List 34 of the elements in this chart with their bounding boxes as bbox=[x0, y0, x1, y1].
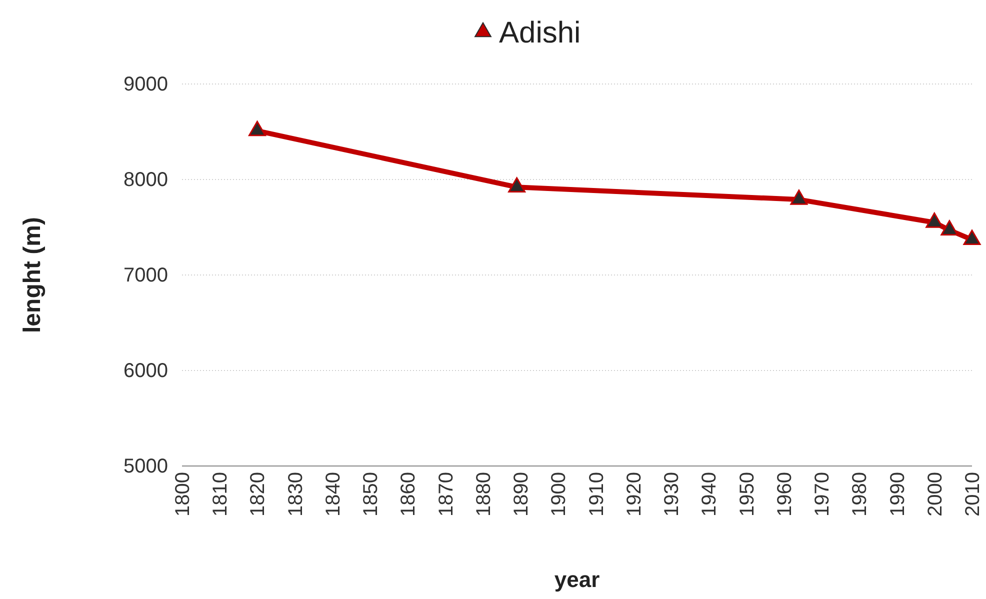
y-tick-label: 8000 bbox=[124, 168, 168, 191]
x-tick-label: 1980 bbox=[849, 472, 872, 516]
x-tick-label: 1870 bbox=[435, 472, 458, 516]
x-tick-label: 1900 bbox=[548, 472, 570, 516]
legend-label: Adishi bbox=[499, 16, 581, 50]
x-tick-label: 2010 bbox=[962, 472, 984, 516]
x-tick-label: 1990 bbox=[886, 472, 909, 516]
y-tick-label: 6000 bbox=[124, 360, 168, 382]
x-tick-label: 1880 bbox=[472, 472, 495, 516]
x-tick-label: 1820 bbox=[247, 472, 270, 516]
x-tick-label: 1860 bbox=[398, 472, 420, 516]
x-tick-label: 1850 bbox=[360, 472, 382, 516]
x-tick-label: 1950 bbox=[736, 472, 758, 516]
y-tick-label: 5000 bbox=[124, 455, 168, 478]
x-tick-label: 1830 bbox=[284, 472, 307, 516]
point bbox=[508, 177, 526, 192]
x-tick-label: 1970 bbox=[812, 472, 834, 516]
x-tick-label: 1840 bbox=[322, 472, 344, 516]
y-axis-title: lenght (m) bbox=[19, 217, 46, 333]
x-axis-title: year bbox=[554, 567, 600, 592]
point bbox=[790, 190, 808, 205]
point bbox=[963, 230, 981, 246]
point bbox=[248, 120, 266, 136]
x-tick-label: 1810 bbox=[210, 472, 232, 516]
x-tick-label: 1920 bbox=[623, 472, 646, 516]
x-tick-label: 1960 bbox=[774, 472, 796, 516]
y-tick-label: 9000 bbox=[124, 73, 168, 96]
x-tick-label: 1800 bbox=[172, 472, 194, 516]
x-tick-label: 1890 bbox=[510, 472, 533, 516]
x-tick-label: 1940 bbox=[698, 472, 721, 516]
x-tick-label: 2000 bbox=[924, 472, 946, 516]
y-tick-label: 7000 bbox=[124, 264, 168, 286]
x-tick-label: 1930 bbox=[661, 472, 684, 516]
x-tick-label: 1910 bbox=[586, 472, 608, 516]
